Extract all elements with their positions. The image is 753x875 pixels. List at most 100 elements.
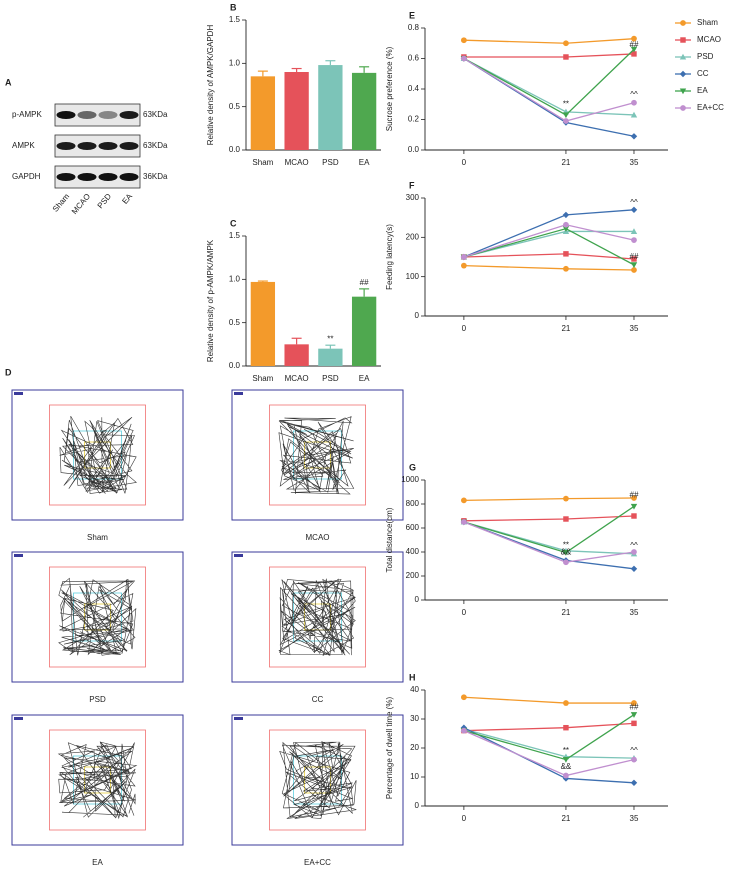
zone-outer [269,566,366,668]
x-tick-label: MCAO [285,374,309,383]
y-tick-label: 0.4 [408,84,420,93]
group-label: EA [92,858,103,867]
marker [630,565,638,572]
blot-row-label: p-AMPK [12,110,42,119]
marker [631,549,637,555]
arena-tag [14,554,23,557]
marker [631,700,637,706]
arena-tag [234,554,243,557]
blot-size-label: 63KDa [143,141,168,150]
series-line [463,48,635,116]
arena-tag [14,392,23,395]
group-label: CC [312,695,324,704]
y-tick-label: 0.5 [229,318,241,327]
y-tick-label: 200 [406,571,420,580]
y-tick-label: 30 [410,714,419,723]
blot-band [98,111,118,119]
marker [562,775,570,782]
arena-frame [11,714,184,846]
marker [563,724,569,731]
zone-outer [269,404,366,506]
marker [563,54,569,60]
blot-band [56,173,76,181]
panel-label: G [409,462,416,472]
legend-label: EA [697,86,708,95]
series-line [463,515,635,522]
x-tick-label: 0 [462,158,467,167]
x-tick-label: 21 [561,814,570,823]
track [278,578,356,657]
bar [318,65,343,150]
y-tick-label: 0.8 [408,23,420,32]
series-line [463,728,634,759]
y-tick-label: 600 [406,523,420,532]
x-tick-label: EA [359,158,370,167]
zone-outer [269,729,366,831]
blot-band [56,111,76,119]
marker [563,265,569,272]
series-line [463,265,634,271]
marker [563,251,569,257]
marker [461,262,467,269]
y-tick-label: 10 [410,772,419,781]
x-tick-label: MCAO [285,158,309,167]
blot-band [77,111,97,119]
blot-band [98,173,118,181]
marker [631,99,637,106]
blot-band [77,173,97,181]
y-tick-label: 40 [410,685,419,694]
x-tick-label: 0 [462,814,467,823]
annotation: ^^ [630,746,638,755]
arena-frame [231,389,404,521]
annotation: ** [563,541,569,550]
y-tick-label: 300 [406,193,420,202]
blot-band [98,142,118,150]
y-tick-label: 20 [410,743,419,752]
blot-band [119,142,139,150]
blot-lane-label: MCAO [70,192,92,216]
x-tick-label: 35 [630,814,639,823]
arena-tag [234,392,243,395]
marker [630,206,638,213]
y-axis-title: Feeding latency(s) [385,224,394,290]
x-tick-label: PSD [322,158,339,167]
blot-size-label: 36KDa [143,172,168,181]
marker [461,55,467,62]
panel-label: F [409,180,415,190]
legend-label: MCAO [697,35,721,44]
bar [351,72,377,150]
series-line [463,714,635,761]
blot-band [119,111,139,119]
y-tick-label: 0.5 [229,102,241,111]
y-tick-label: 1.5 [229,15,241,24]
marker [630,503,638,510]
y-tick-label: 1.0 [229,274,241,283]
x-tick-label: 35 [630,158,639,167]
bar [351,296,377,366]
zone-center [304,441,331,469]
marker [631,35,637,42]
track [278,416,355,495]
y-tick-label: 0.0 [229,145,241,154]
panel-label: A [5,77,12,87]
marker [680,37,686,43]
marker [630,46,638,53]
panel-label: D [5,367,12,377]
annotation: && [561,762,572,771]
y-tick-label: 200 [406,232,420,241]
legend-label: Sham [697,18,718,27]
marker [563,40,569,47]
marker [563,118,569,124]
marker [563,495,569,502]
marker [563,516,569,522]
marker [563,772,569,779]
zone-outer [49,566,146,668]
annotation: ## [630,703,639,712]
bar [284,344,309,366]
annotation: && [561,548,572,557]
blot-band [119,173,139,181]
y-tick-label: 400 [406,547,420,556]
legend-label: PSD [697,52,714,61]
